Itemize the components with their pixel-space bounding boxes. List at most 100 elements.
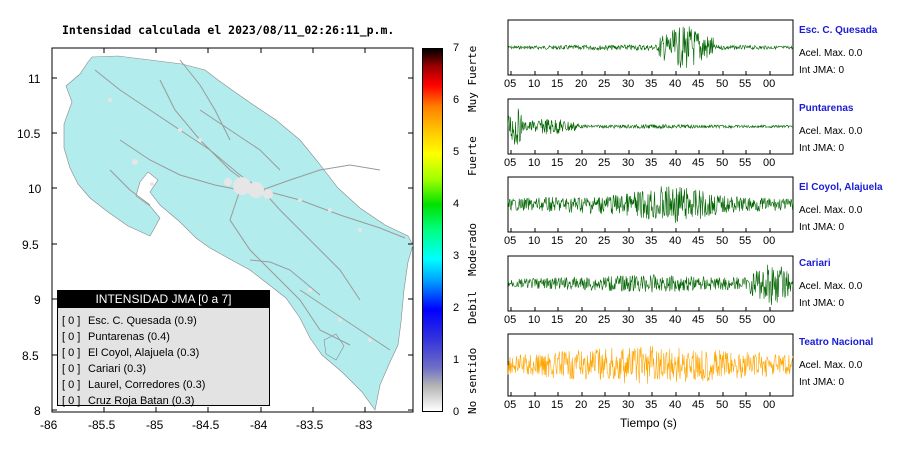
map-y-tick-label: 8 (34, 404, 41, 418)
waveform-x-tick-label: 20 (575, 235, 588, 247)
colorbar-tick: 5 (453, 146, 460, 158)
legend-row: [ 0 ] El Coyol, Alajuela (0.3) (58, 345, 269, 361)
gulf-island (323, 333, 345, 361)
station-int: Int JMA: 0 (799, 377, 845, 388)
waveform-x-tick-label: 00 (763, 78, 776, 90)
colorbar-category-label: Moderado (466, 223, 479, 276)
waveform-x-tick-label: 10 (528, 314, 541, 326)
station-name: Esc. C. Quesada (799, 25, 878, 36)
waveform-x-tick-label: 20 (575, 78, 588, 90)
waveform-x-tick-label: 20 (575, 314, 588, 326)
station-int: Int JMA: 0 (799, 222, 845, 233)
legend-intensity-box: [ 0 ] (62, 347, 81, 359)
waveform-x-tick-label: 10 (528, 399, 541, 411)
station-accel: Acel. Max. 0.0 (799, 205, 863, 216)
waveform-x-tick-label: 40 (669, 314, 682, 326)
legend-intensity-box: [ 0 ] (62, 379, 81, 391)
map-x-tick-label: -84.5 (192, 418, 220, 432)
map-x-tick-label: -83.5 (296, 418, 324, 432)
intensity-colorbar (422, 48, 443, 412)
legend-station-label: Puntarenas (0.4) (88, 331, 170, 343)
station-name: Puntarenas (799, 103, 854, 114)
waveform-x-tick-label: 50 (716, 314, 729, 326)
waveform-x-tick-label: 45 (692, 235, 705, 247)
legend-header: INTENSIDAD JMA [0 a 7] (58, 291, 269, 308)
waveform-x-tick-label: 00 (763, 399, 776, 411)
waveform-x-tick-label: 05 (504, 78, 517, 90)
map-x-tick-label: -85 (146, 418, 164, 432)
waveform-x-tick-label: 55 (739, 235, 752, 247)
waveform-x-tick-label: 25 (598, 314, 611, 326)
waveform-x-tick-label: 45 (692, 399, 705, 411)
map-x-tick-label: -83 (355, 418, 373, 432)
waveform-x-tick-label: 20 (575, 157, 588, 169)
colorbar-tick: 3 (453, 250, 460, 262)
legend-intensity-box: [ 0 ] (62, 395, 81, 407)
station-int: Int JMA: 0 (799, 143, 845, 154)
city-markers (108, 98, 372, 342)
legend-station-label: Cruz Roja Batan (0.3) (88, 395, 195, 407)
map-y-tick-label: 9.5 (22, 238, 39, 252)
colorbar-category-label: No sentido (466, 347, 479, 414)
waveform-x-tick-label: 45 (692, 157, 705, 169)
legend-row: [ 0 ] Cruz Roja Batan (0.3) (58, 393, 269, 409)
waveform-x-tick-label: 35 (645, 314, 658, 326)
station-int: Int JMA: 0 (799, 298, 845, 309)
waveform-x-tick-label: 55 (739, 78, 752, 90)
waveform-x-tick-label: 55 (739, 157, 752, 169)
map-y-tick-label: 9 (34, 293, 41, 307)
station-name: El Coyol, Alajuela (799, 182, 883, 193)
waveform-x-tick-label: 30 (622, 235, 635, 247)
colorbar-tick: 6 (453, 94, 460, 106)
colorbar-category-label: Muy Fuerte (466, 45, 479, 112)
map-x-tick-label: -86 (40, 418, 58, 432)
waveform-x-tick-label: 15 (551, 235, 564, 247)
map-y-tick-label: 10.5 (17, 127, 41, 141)
colorbar-tick: 0 (453, 406, 460, 418)
waveform-x-tick-label: 30 (622, 78, 635, 90)
waveform-x-tick-label: 30 (622, 157, 635, 169)
map-y-ticks (52, 77, 413, 411)
waveform-x-tick-label: 05 (504, 157, 517, 169)
waveform-x-tick-label: 40 (669, 235, 682, 247)
legend-intensity-box: [ 0 ] (62, 363, 81, 375)
waveform-x-tick-label: 50 (716, 399, 729, 411)
waveform-x-tick-label: 00 (763, 235, 776, 247)
waveform-x-tick-label: 10 (528, 78, 541, 90)
waveform-x-tick-label: 05 (504, 314, 517, 326)
waveform-x-tick-label: 15 (551, 399, 564, 411)
waveform-x-tick-label: 15 (551, 314, 564, 326)
legend-row: [ 0 ] Cariari (0.3) (58, 361, 269, 377)
waveform-x-tick-label: 30 (622, 314, 635, 326)
legend-row: [ 0 ] Laurel, Corredores (0.3) (58, 377, 269, 393)
waveform-x-tick-label: 20 (575, 399, 588, 411)
intensity-legend: INTENSIDAD JMA [0 a 7] [ 0 ] Esc. C. Ques… (57, 290, 270, 409)
map-y-tick-label: 8.5 (22, 349, 39, 363)
map-x-tick-label: -84 (250, 418, 268, 432)
station-name: Cariari (799, 258, 831, 269)
waveform-x-tick-label: 50 (716, 78, 729, 90)
colorbar-tick: 2 (453, 302, 460, 314)
waveform-x-tick-label: 35 (645, 157, 658, 169)
map-y-tick-label: 10 (28, 182, 42, 196)
waveform-x-tick-label: 55 (739, 399, 752, 411)
station-accel: Acel. Max. 0.0 (799, 48, 863, 59)
waveform-x-tick-label: 50 (716, 235, 729, 247)
waveform-x-tick-label: 40 (669, 399, 682, 411)
waveform-x-tick-label: 25 (598, 157, 611, 169)
station-accel: Acel. Max. 0.0 (799, 281, 863, 292)
waveform-x-tick-label: 45 (692, 314, 705, 326)
legend-row: [ 0 ] Esc. C. Quesada (0.9) (58, 313, 269, 329)
map-x-ticks (51, 48, 366, 412)
waveform-x-tick-label: 40 (669, 157, 682, 169)
legend-intensity-box: [ 0 ] (62, 315, 81, 327)
waveform-x-tick-label: 05 (504, 235, 517, 247)
waveform-x-tick-label: 00 (763, 157, 776, 169)
map-x-tick-label: -85.5 (88, 418, 116, 432)
station-int: Int JMA: 0 (799, 65, 845, 76)
station-accel: Acel. Max. 0.0 (799, 126, 863, 137)
waveform-x-tick-label: 40 (669, 78, 682, 90)
colorbar-tick: 7 (453, 42, 460, 54)
waveform-x-tick-label: 10 (528, 235, 541, 247)
legend-station-label: Cariari (0.3) (88, 363, 147, 375)
